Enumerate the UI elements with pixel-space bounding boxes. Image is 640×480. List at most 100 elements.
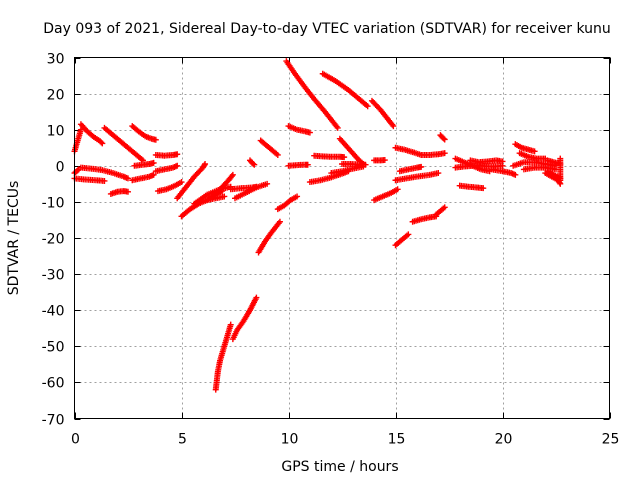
series-arc-27 [285, 161, 311, 169]
series-arc-45 [433, 204, 448, 218]
data-point [531, 148, 538, 155]
series-arc-29 [283, 58, 341, 131]
data-point [264, 180, 271, 187]
data-point [150, 159, 157, 166]
series-arc-05 [71, 175, 108, 184]
series-arc-43 [392, 231, 412, 249]
series-arc-37 [371, 157, 388, 164]
data-point [152, 136, 159, 143]
data-point [174, 151, 181, 158]
data-point [441, 204, 448, 211]
data-points [71, 58, 564, 393]
data-point [221, 193, 228, 200]
series-arc-36 [328, 163, 367, 177]
data-point [74, 167, 81, 174]
data-point [512, 171, 519, 178]
series-arc-58 [544, 157, 564, 167]
data-point [435, 170, 442, 177]
series-arc-52 [512, 141, 538, 155]
series-arc-41 [392, 170, 442, 184]
data-point [77, 126, 84, 133]
data-point [294, 193, 301, 200]
data-point [202, 160, 209, 167]
series-arc-07 [107, 188, 131, 197]
series-arc-38 [371, 186, 401, 204]
y-tick-label: 30 [47, 52, 65, 68]
y-tick-label: -70 [42, 413, 65, 429]
data-point [304, 161, 311, 168]
x-tick-label: 5 [178, 432, 187, 448]
y-tick-label: -10 [42, 196, 65, 212]
axis-ticks [74, 57, 611, 420]
series-arc-09 [131, 159, 157, 169]
y-tick-label: 20 [47, 88, 65, 104]
data-point [306, 129, 313, 136]
y-tick-label: -30 [42, 268, 65, 284]
y-tick-labels: -70 -60 -50 -40 -30 -20 -10 0 10 20 30 [42, 52, 65, 429]
series-arc-42 [418, 150, 448, 158]
series-arc-22 [257, 137, 281, 158]
series-arc-59 [557, 155, 564, 184]
y-tick-label: -20 [42, 232, 65, 248]
y-tick-label: 0 [56, 160, 65, 176]
y-tick-label: -60 [42, 376, 65, 392]
y-axis-label: SDTVAR / TECUs [6, 181, 22, 296]
series-arc-32 [311, 152, 348, 161]
x-tick-labels: 0 5 10 15 20 25 [71, 432, 619, 448]
data-point [480, 185, 487, 192]
data-point [381, 157, 388, 164]
series-arc-04 [77, 164, 131, 182]
data-point [441, 150, 448, 157]
data-point [364, 103, 371, 110]
series-arc-13 [154, 179, 185, 195]
series-arc-06 [101, 124, 146, 164]
x-tick-label: 25 [602, 432, 620, 448]
series-arc-18 [204, 188, 226, 204]
data-point [394, 186, 401, 193]
data-point [174, 162, 181, 169]
y-tick-label: -40 [42, 304, 65, 320]
series-arc-30 [319, 70, 371, 110]
series-arc-44 [409, 213, 440, 225]
series-arc-26 [229, 294, 260, 343]
series-arc-20 [227, 183, 260, 193]
data-point [274, 151, 281, 158]
data-point [178, 179, 185, 186]
series-arc-49 [456, 182, 487, 192]
series-arc-23 [255, 218, 283, 256]
chart-title: Day 093 of 2021, Sidereal Day-to-day VTE… [43, 21, 611, 37]
plot-frame [74, 57, 610, 419]
series-arc-25 [212, 321, 234, 393]
data-point [253, 183, 260, 190]
series-arc-39 [392, 144, 425, 158]
data-point [341, 154, 348, 161]
series-arc-14 [174, 160, 209, 202]
data-point [150, 171, 157, 178]
series-arc-02 [71, 126, 84, 155]
y-tick-label: 10 [47, 124, 65, 140]
x-axis-label: GPS time / hours [281, 459, 398, 475]
series-arc-12 [152, 162, 181, 175]
data-point [250, 160, 257, 167]
data-point [276, 218, 283, 225]
series-arc-46 [437, 132, 448, 143]
series-arc-21 [246, 157, 258, 168]
data-point [219, 188, 226, 195]
data-point [125, 175, 131, 182]
series-arc-10 [129, 171, 157, 184]
series-arc-51 [488, 166, 519, 178]
series-arc-08 [129, 123, 159, 143]
series-arc-48 [452, 162, 506, 171]
grid-lines [74, 57, 610, 419]
data-point [440, 135, 447, 142]
series-arc-31 [368, 97, 397, 130]
data-point [99, 140, 106, 147]
data-point [253, 294, 260, 301]
data-point [125, 188, 131, 195]
data-point [334, 124, 341, 131]
x-tick-label: 15 [388, 432, 406, 448]
data-point [201, 162, 208, 169]
data-point [227, 321, 234, 328]
x-tick-label: 0 [71, 432, 80, 448]
